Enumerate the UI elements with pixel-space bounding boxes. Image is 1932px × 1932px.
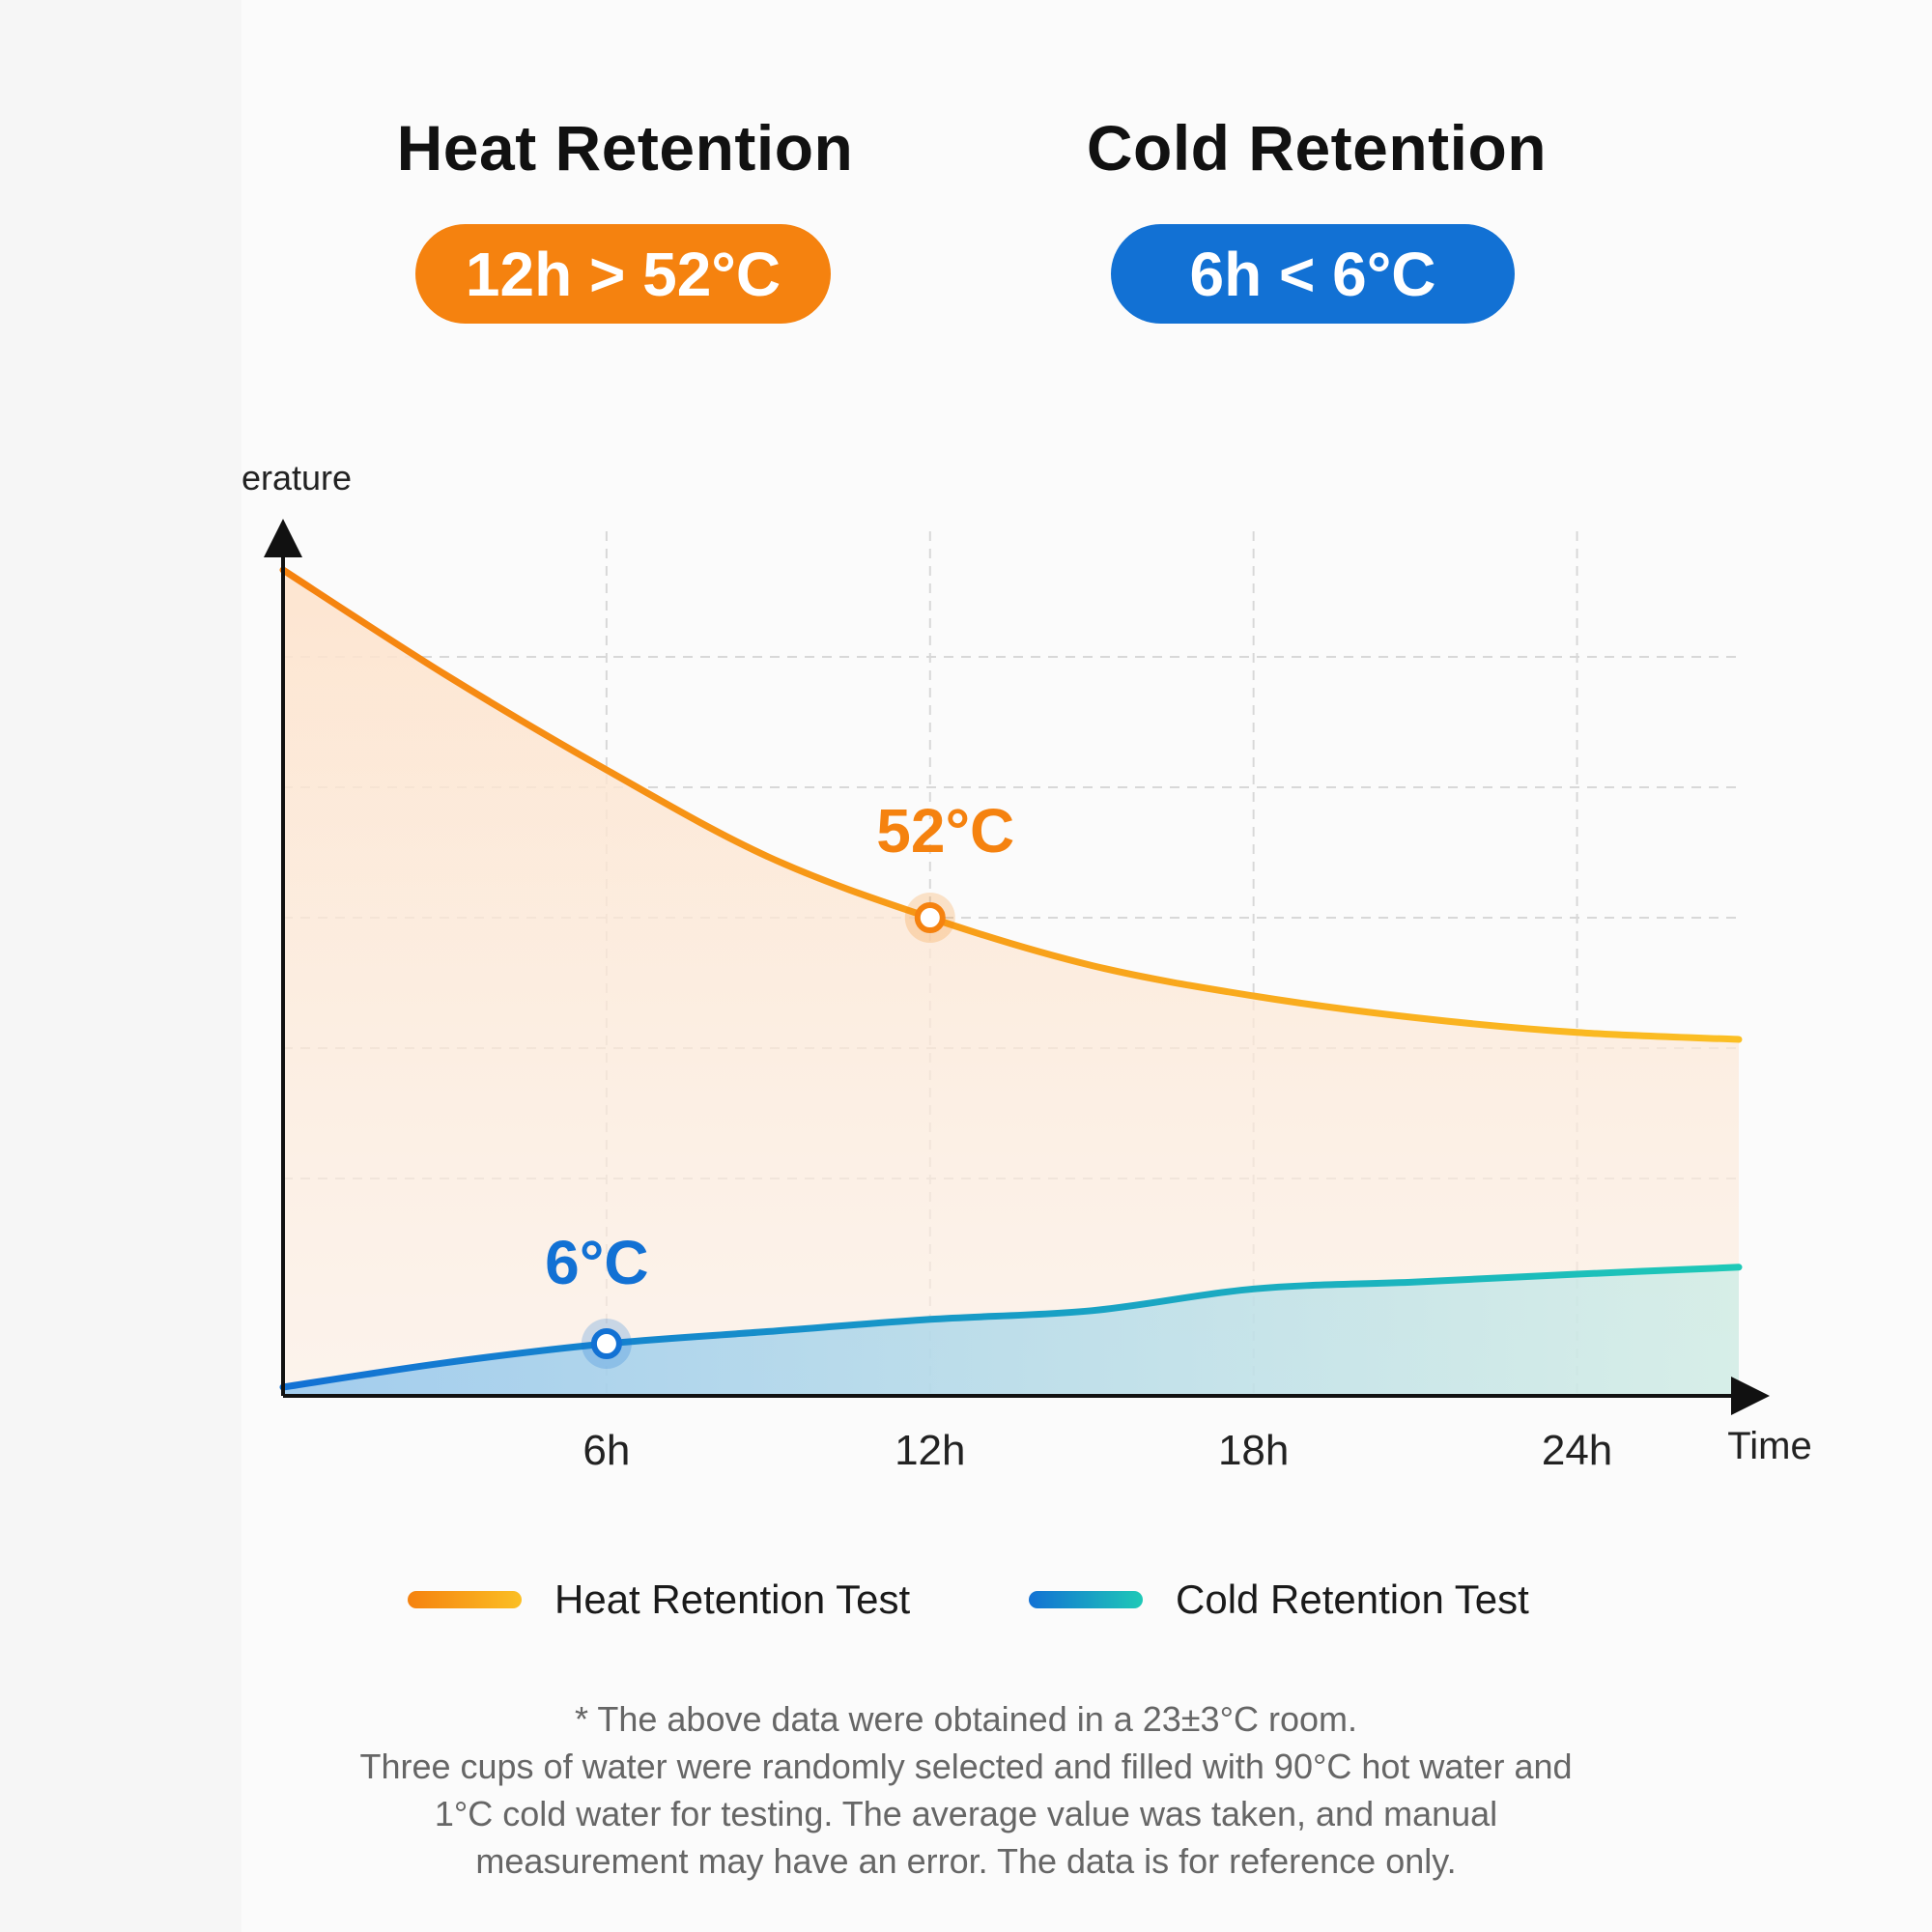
- data-label: 52°C: [876, 796, 1014, 866]
- heat-retention-badge: 12h > 52°C: [415, 224, 831, 324]
- cold-retention-title: Cold Retention: [1086, 112, 1548, 184]
- label-layer: 6h 12h 18h 24h Time erature 52°C 6°C: [242, 458, 1812, 1474]
- area-fill-layer: [283, 570, 1739, 1396]
- left-margin-shade: [0, 0, 242, 1932]
- heat-retention-line: [279, 566, 1743, 1043]
- heat-retention-title: Heat Retention: [396, 112, 854, 184]
- legend-label-cold: Cold Retention Test: [1176, 1577, 1529, 1622]
- cold-retention-badge: 6h < 6°C: [1111, 224, 1515, 324]
- series-line-layer: [279, 566, 1743, 1391]
- footnote-line: 1°C cold water for testing. The average …: [434, 1794, 1498, 1833]
- x-tick-label: 6h: [582, 1427, 630, 1474]
- legend-swatch-heat: [408, 1591, 522, 1608]
- legend-item-cold: Cold Retention Test: [1029, 1577, 1529, 1623]
- cold-retention-area: [283, 1266, 1739, 1396]
- data-label: 6°C: [545, 1228, 648, 1297]
- cold-retention-line: [279, 1264, 1743, 1391]
- marker-layer: [581, 893, 955, 1369]
- x-tick-label: 18h: [1218, 1427, 1289, 1474]
- legend-swatch-cold: [1029, 1591, 1143, 1608]
- legend-item-heat: Heat Retention Test: [408, 1577, 910, 1623]
- x-tick-label: 24h: [1542, 1427, 1612, 1474]
- x-axis-label: Time: [1727, 1425, 1811, 1467]
- chart-legend: Heat Retention Test Cold Retention Test: [0, 1577, 1932, 1634]
- legend-label-heat: Heat Retention Test: [554, 1577, 911, 1622]
- heat-retention-area: [283, 570, 1739, 1396]
- data-point-marker: [590, 1328, 622, 1359]
- y-axis-label: erature: [242, 458, 352, 497]
- footnote-line: Three cups of water were randomly select…: [359, 1747, 1573, 1786]
- data-point-marker: [914, 902, 946, 933]
- axis-layer: [264, 519, 1770, 1415]
- footnote-line: measurement may have an error. The data …: [475, 1841, 1457, 1881]
- footnote-line: * The above data were obtained in a 23±3…: [575, 1699, 1357, 1739]
- temperature-chart: 6h 12h 18h 24h Time erature 52°C 6°C: [242, 458, 1812, 1474]
- footnote: * The above data were obtained in a 23±3…: [242, 1695, 1690, 1885]
- x-tick-label: 12h: [895, 1427, 965, 1474]
